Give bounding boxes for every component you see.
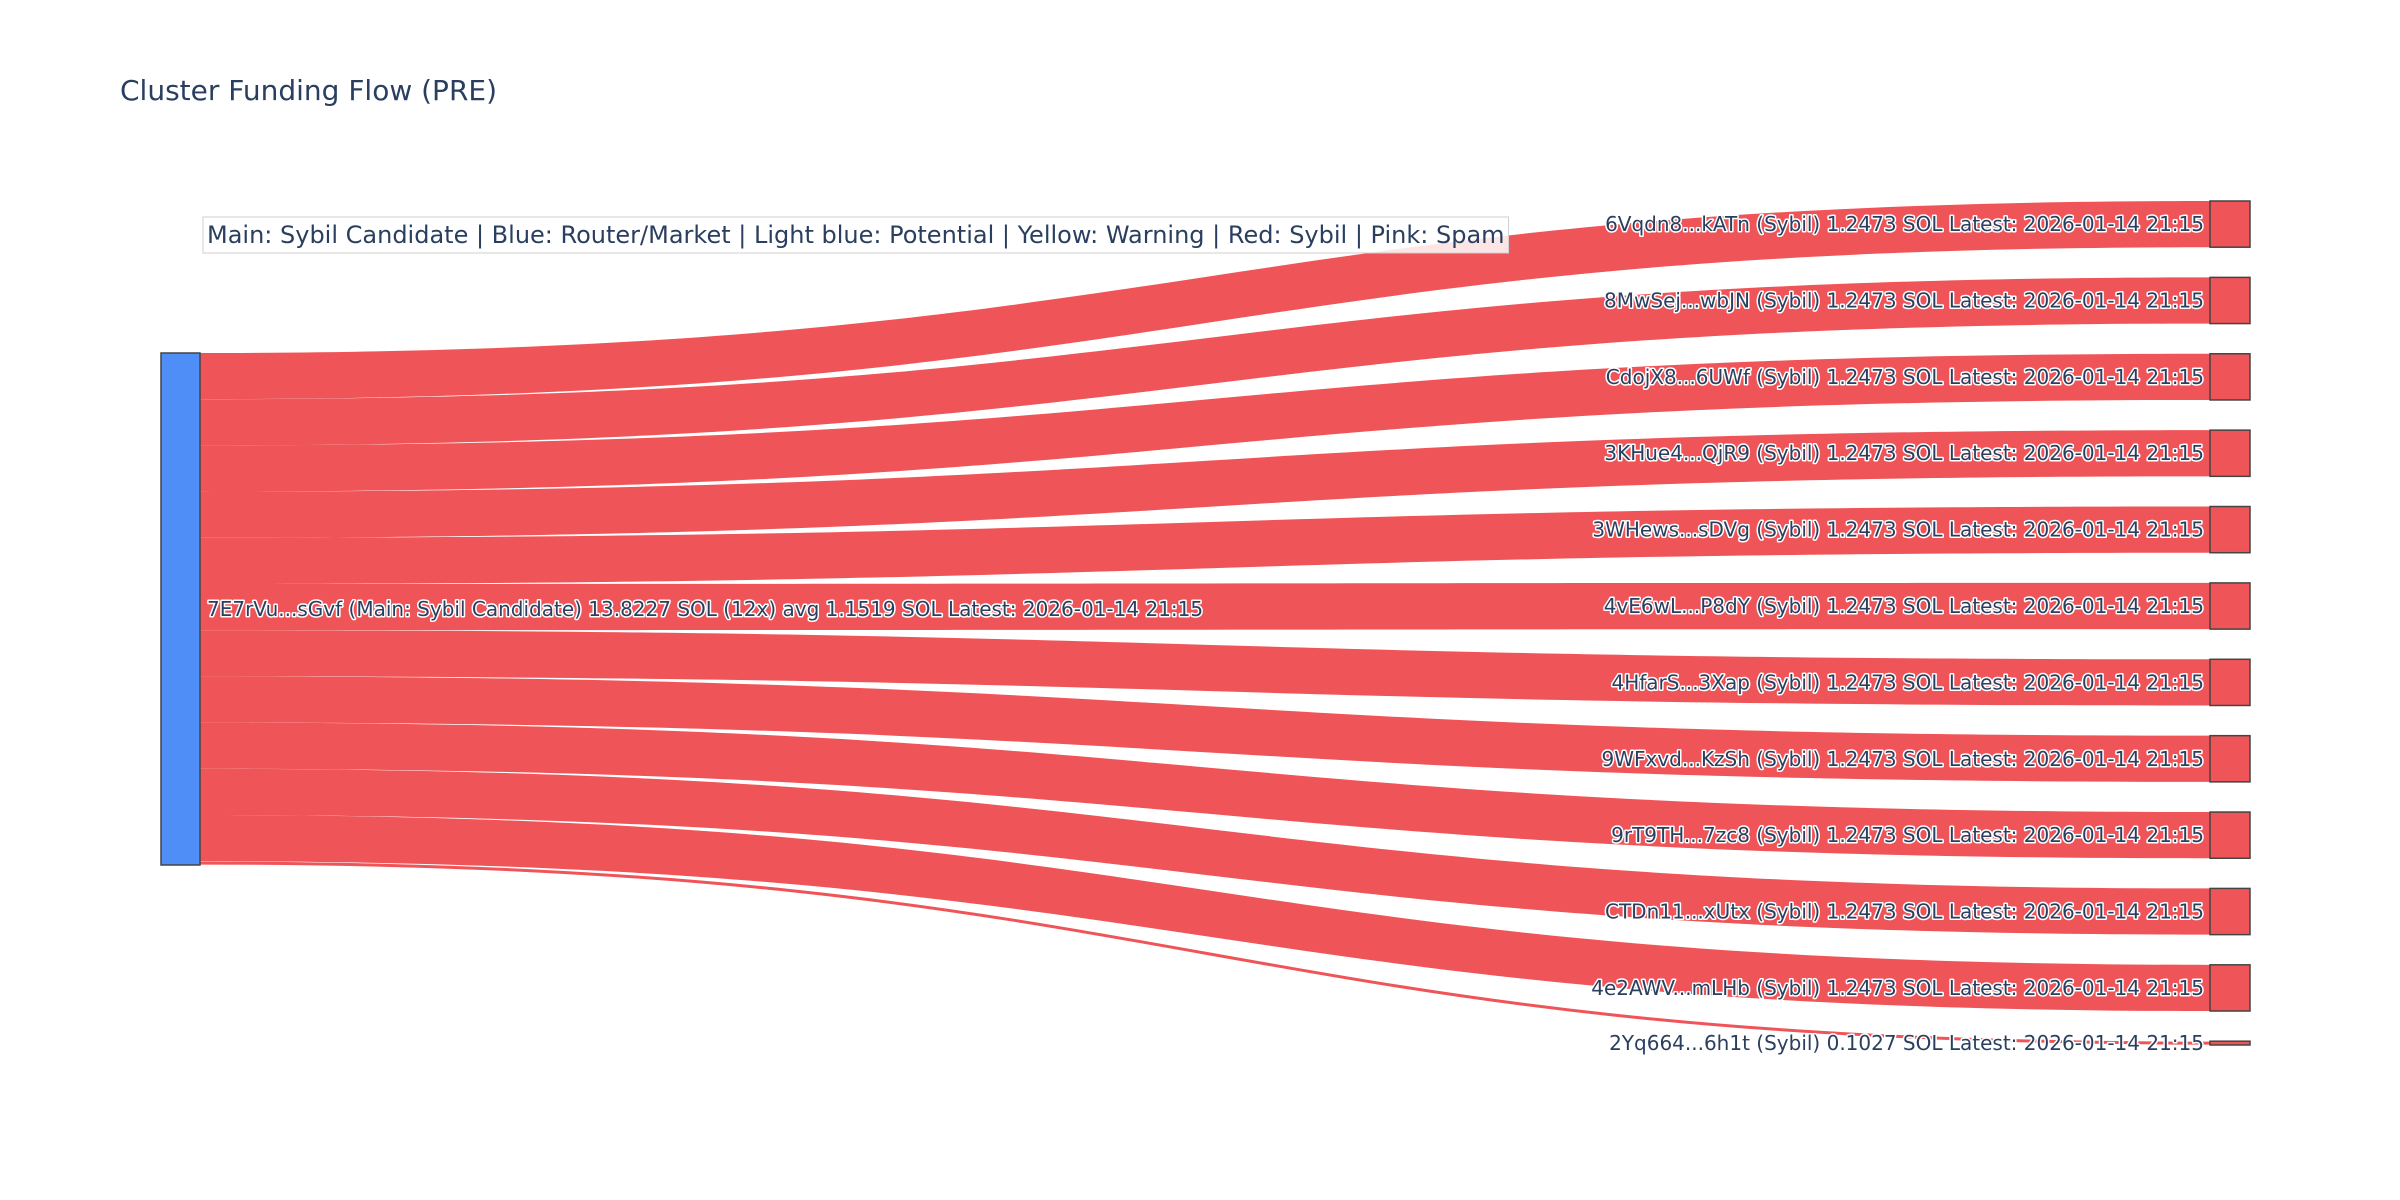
- target-node-label-8: 9WFxvd...KzSh (Sybil) 1.2473 SOL Latest:…: [1602, 747, 2205, 771]
- sankey-labels: 7E7rVu...sGvf (Main: Sybil Candidate) 13…: [206, 211, 2206, 1057]
- flow-link-1: [200, 201, 2210, 400]
- target-node-label-1: 6Vqdn8...kATn (Sybil) 1.2473 SOL Latest:…: [1605, 212, 2204, 236]
- target-node-label-12: 2Yq664...6h1t (Sybil) 0.1027 SOL Latest:…: [1609, 1031, 2204, 1055]
- source-node: [160, 352, 201, 866]
- target-node-label-3: CdojX8...6UWf (Sybil) 1.2473 SOL Latest:…: [1606, 365, 2204, 389]
- target-node-2: [2209, 276, 2251, 325]
- target-node-label-9: 9rT9TH...7zc8 (Sybil) 1.2473 SOL Latest:…: [1611, 823, 2204, 847]
- target-node-11: [2209, 964, 2251, 1012]
- target-node-3: [2209, 353, 2251, 401]
- target-node-1: [2209, 200, 2251, 248]
- target-node-label-11: 4e2AWV...mLHb (Sybil) 1.2473 SOL Latest:…: [1591, 976, 2204, 1000]
- target-node-label-4: 3KHue4...QjR9 (Sybil) 1.2473 SOL Latest:…: [1604, 441, 2204, 465]
- flow-link-11: [200, 814, 2210, 1012]
- flow-link-12: [199, 861, 2211, 1045]
- target-node-7: [2209, 658, 2251, 707]
- flow-link-8: [200, 676, 2210, 782]
- flow-link-5: [200, 506, 2210, 584]
- flow-link-4: [200, 430, 2210, 538]
- sankey-links: [199, 201, 2211, 1045]
- flow-link-3: [200, 353, 2210, 492]
- legend-text: Main: Sybil Candidate | Blue: Router/Mar…: [207, 221, 1505, 249]
- legend-annotation: Main: Sybil Candidate | Blue: Router/Mar…: [202, 216, 1510, 254]
- flow-link-2: [200, 277, 2210, 446]
- target-node-10: [2209, 887, 2251, 936]
- source-node-label: 7E7rVu...sGvf (Main: Sybil Candidate) 13…: [207, 597, 1203, 621]
- target-node-8: [2209, 734, 2251, 783]
- sankey-nodes: [160, 200, 2251, 1046]
- target-node-label-7: 4HfarS...3Xap (Sybil) 1.2473 SOL Latest:…: [1612, 670, 2205, 694]
- target-node-5: [2209, 505, 2251, 554]
- target-node-12: [2209, 1040, 2251, 1046]
- target-node-label-10: CTDn11...xUtx (Sybil) 1.2473 SOL Latest:…: [1605, 900, 2204, 924]
- flow-link-9: [200, 722, 2210, 859]
- target-node-9: [2209, 811, 2251, 860]
- legend-box: [202, 216, 1510, 254]
- flow-link-10: [200, 768, 2210, 935]
- target-node-label-2: 8MwSej...wbJN (Sybil) 1.2473 SOL Latest:…: [1604, 288, 2204, 312]
- target-node-6: [2209, 582, 2251, 630]
- target-node-label-5: 3WHews...sDVg (Sybil) 1.2473 SOL Latest:…: [1592, 518, 2204, 542]
- flow-link-6: [200, 582, 2210, 631]
- flow-link-7: [200, 630, 2210, 706]
- target-node-label-6: 4vE6wL...P8dY (Sybil) 1.2473 SOL Latest:…: [1604, 594, 2204, 618]
- target-node-4: [2209, 429, 2251, 478]
- chart-title: Cluster Funding Flow (PRE): [120, 74, 497, 107]
